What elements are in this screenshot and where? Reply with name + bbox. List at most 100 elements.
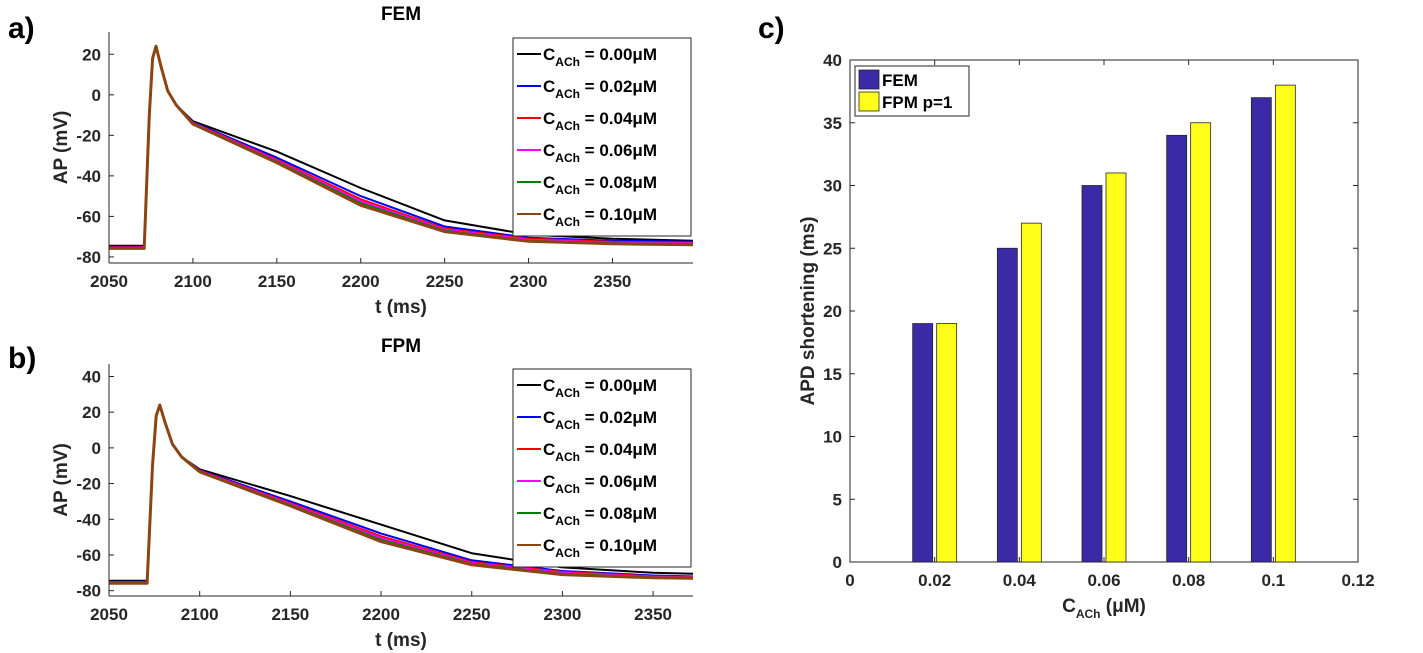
legend-subscript: ACh [555,87,580,101]
legend-subscript: ACh [555,418,580,432]
y-tick-label: -20 [76,126,101,145]
legend-entry-4: CACh = 0.08μM [543,504,657,528]
y-tick-label: 15 [823,365,842,384]
chart-apd-shortening-bars: 0 0.02 0.04 0.06 0.08 0.1 0.12 0 5 10 15 20 25 30 35 40… [798,51,1375,621]
x-axis-label: t (ms) [375,630,427,651]
panel-label-c: c) [758,12,785,45]
x-tick-label: 2300 [544,605,582,624]
legend-swatch-1 [858,91,880,112]
x-axis-label: CACh (μM) [1062,596,1146,621]
y-tick-label: 20 [82,403,101,422]
legend-subscript: ACh [555,546,580,560]
x-tick-label: 2350 [634,605,672,624]
legend-value: = 0.04μM [580,440,657,459]
legend-subscript: ACh [555,151,580,165]
x-tick-label: 2050 [90,605,128,624]
y-tick-label: 0 [92,86,101,105]
x-axis-label-unit: (μM) [1101,596,1146,617]
y-tick-label: 20 [82,45,101,64]
y-axis-label: AP (mV) [51,111,72,185]
y-tick-label: -80 [76,248,101,267]
x-tick-label: 2250 [426,272,464,291]
y-tick-label: -80 [76,582,101,601]
y-tick-label: 10 [823,428,842,447]
legend-prefix: C [543,141,555,160]
x-tick-label: 2100 [181,605,219,624]
y-tick-label: 0 [92,439,101,458]
legend-value: = 0.08μM [580,504,657,523]
legend-prefix: C [543,376,555,395]
series-line-5 [109,403,694,585]
y-tick-label: 25 [823,239,842,258]
bar-fem-3 [1166,134,1188,563]
chart-title: FEM [381,4,421,25]
bar-fpm-p-1-4 [1274,84,1296,563]
panel-label-a: a) [8,12,35,45]
legend-value: = 0.08μM [580,173,657,192]
legend-entry-0: CACh = 0.00μM [543,45,657,69]
y-tick-label: 20 [823,302,842,321]
legend-subscript: ACh [555,386,580,400]
x-tick-label: 2200 [362,605,400,624]
chart-fpm-action-potential: 2050 2100 2150 2200 2250 2300 2350 -80 -60 -40 -20… [51,336,694,651]
legend-prefix: C [543,504,555,523]
legend-subscript: ACh [555,215,580,229]
panel-label-b: b) [8,342,36,375]
x-tick-label: 0.04 [1003,571,1037,590]
x-tick-label: 2250 [453,605,491,624]
legend-value: = 0.02μM [580,77,657,96]
legend-value: = 0.06μM [580,472,657,491]
y-tick-label: -60 [76,207,101,226]
legend-value: = 0.10μM [580,536,657,555]
legend-entry-1: FPM p=1 [882,93,952,112]
legend-box [512,368,692,568]
bar-fem-4 [1250,97,1272,563]
legend-subscript: ACh [555,482,580,496]
legend-value: = 0.00μM [580,376,657,395]
y-tick-label: 0 [833,553,842,572]
y-tick-label: 40 [82,367,101,386]
x-tick-label: 0.06 [1087,571,1120,590]
x-tick-label: 2100 [174,272,212,291]
legend-value: = 0.00μM [580,45,657,64]
legend-swatch-0 [858,69,880,90]
legend: FEM FPM p=1 [854,65,970,117]
legend-prefix: C [543,205,555,224]
bar-fpm-p-1-0 [936,323,958,563]
x-tick-label: 2300 [510,272,548,291]
legend-entry-0: CACh = 0.00μM [543,376,657,400]
legend-value: = 0.06μM [580,141,657,160]
plot-area [849,59,1359,563]
legend-value: = 0.02μM [580,408,657,427]
x-tick-label: 2200 [342,272,380,291]
bar-fem-0 [912,323,934,563]
bar-fpm-p-1-3 [1190,122,1212,563]
y-axis-label: AP (mV) [51,443,72,517]
legend-entry-3: CACh = 0.06μM [543,141,657,165]
y-tick-label: 5 [833,490,842,509]
y-tick-label: 35 [823,114,842,133]
legend-entry-1: CACh = 0.02μM [543,408,657,432]
legend-entry-0: FEM [882,71,918,90]
x-axis-label: t (ms) [375,297,427,318]
legend-subscript: ACh [555,119,580,133]
x-tick-label: 2150 [258,272,296,291]
series-line-5 [109,44,694,250]
x-tick-label: 0 [845,571,854,590]
legend-entry-4: CACh = 0.08μM [543,173,657,197]
x-axis-label-main: C [1062,596,1076,617]
x-tick-label: 0.1 [1262,571,1286,590]
x-axis-label-subscript: ACh [1076,607,1101,621]
x-tick-label: 2150 [271,605,309,624]
legend-entry-5: CACh = 0.10μM [543,536,657,560]
legend-prefix: C [543,45,555,64]
x-tick-label: 0.02 [918,571,951,590]
legend-box [512,37,692,237]
legend-subscript: ACh [555,183,580,197]
y-tick-label: -40 [76,167,101,186]
legend-prefix: C [543,173,555,192]
y-tick-label: -40 [76,510,101,529]
